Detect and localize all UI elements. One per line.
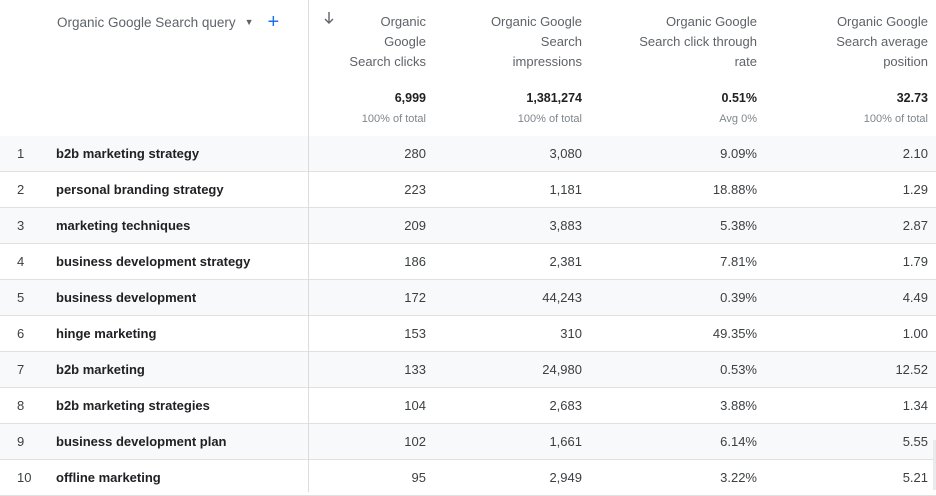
row-index: 4	[17, 254, 25, 269]
table-header: Organic Google Search query ▼ + Organic …	[0, 0, 936, 137]
ctr-cell: 9.09%	[720, 146, 757, 161]
column-divider	[308, 0, 309, 492]
impressions-cell: 2,949	[549, 470, 582, 485]
position-cell: 12.52	[895, 362, 928, 377]
total-ctr: 0.51%	[721, 91, 757, 105]
ctr-cell: 49.35%	[712, 326, 757, 341]
clicks-cell: 102	[404, 434, 426, 449]
ctr-cell: 18.88%	[712, 182, 757, 197]
ctr-cell: 6.14%	[720, 434, 757, 449]
position-cell: 1.00	[902, 326, 928, 341]
clicks-cell: 153	[404, 326, 426, 341]
clicks-cell: 172	[404, 290, 426, 305]
scrollbar[interactable]	[933, 440, 936, 490]
dimension-header[interactable]: Organic Google Search query ▼ +	[57, 11, 280, 33]
query-cell: offline marketing	[56, 470, 161, 485]
ctr-cell: 3.22%	[720, 470, 757, 485]
table-row[interactable]: 4 business development strategy 186 2,381 7.…	[0, 244, 936, 280]
query-cell: b2b marketing strategies	[56, 398, 210, 413]
position-cell: 1.79	[902, 254, 928, 269]
row-index: 1	[17, 146, 25, 161]
query-cell: hinge marketing	[56, 326, 157, 341]
query-cell: b2b marketing	[56, 362, 145, 377]
impressions-cell: 3,883	[549, 218, 582, 233]
column-header-impressions[interactable]: Organic Google Search impressions	[490, 14, 582, 69]
table-row[interactable]: 10 offline marketing 95 2,949 3.22% 5.21	[0, 460, 936, 496]
impressions-cell: 1,181	[549, 182, 582, 197]
total-position: 32.73	[896, 91, 928, 105]
column-header-ctr[interactable]: Organic Google Search click through rate	[639, 14, 757, 69]
total-impressions-note: 100% of total	[517, 113, 582, 125]
table-row[interactable]: 9 business development plan 102 1,661 6.14% 5…	[0, 424, 936, 460]
row-index: 10	[17, 470, 32, 485]
total-ctr-note: Avg 0%	[719, 113, 757, 125]
position-cell: 1.29	[902, 182, 928, 197]
position-cell: 2.87	[902, 218, 928, 233]
query-cell: b2b marketing strategy	[56, 146, 200, 161]
position-cell: 5.55	[902, 434, 928, 449]
row-index: 7	[17, 362, 25, 377]
impressions-cell: 310	[560, 326, 582, 341]
ctr-cell: 0.53%	[720, 362, 757, 377]
position-cell: 4.49	[902, 290, 928, 305]
table-row[interactable]: 1 b2b marketing strategy 280 3,080 9.09% 2.10	[0, 136, 936, 172]
total-impressions: 1,381,274	[526, 91, 582, 105]
dropdown-caret-icon[interactable]: ▼	[244, 17, 254, 27]
row-index: 9	[17, 434, 25, 449]
total-clicks-note: 100% of total	[361, 113, 426, 125]
dimension-label: Organic Google Search query	[57, 14, 236, 30]
ctr-cell: 5.38%	[720, 218, 757, 233]
clicks-cell: 223	[404, 182, 426, 197]
clicks-cell: 104	[404, 398, 426, 413]
column-header-position[interactable]: Organic Google Search average position	[836, 14, 928, 69]
clicks-cell: 209	[404, 218, 426, 233]
table-row[interactable]: 5 business development 172 44,243 0.39% 4.49	[0, 280, 936, 316]
total-clicks: 6,999	[394, 91, 426, 105]
total-position-note: 100% of total	[863, 113, 928, 125]
clicks-cell: 280	[404, 146, 426, 161]
row-index: 8	[17, 398, 25, 413]
table-row[interactable]: 6 hinge marketing 153 310 49.35% 1.00	[0, 316, 936, 352]
clicks-cell: 95	[411, 470, 426, 485]
column-header-clicks[interactable]: Organic Google Search clicks	[349, 14, 426, 69]
query-cell: business development plan	[56, 434, 227, 449]
impressions-cell: 2,381	[549, 254, 582, 269]
position-cell: 5.21	[902, 470, 928, 485]
add-dimension-icon[interactable]: +	[267, 11, 280, 33]
row-index: 6	[17, 326, 25, 341]
row-index: 5	[17, 290, 25, 305]
impressions-cell: 2,683	[549, 398, 582, 413]
query-cell: personal branding strategy	[56, 182, 224, 197]
query-cell: business development	[56, 290, 197, 305]
row-index: 2	[17, 182, 25, 197]
ctr-cell: 3.88%	[720, 398, 757, 413]
impressions-cell: 44,243	[542, 290, 582, 305]
position-cell: 1.34	[902, 398, 928, 413]
ctr-cell: 7.81%	[720, 254, 757, 269]
row-index: 3	[17, 218, 25, 233]
table-row[interactable]: 3 marketing techniques 209 3,883 5.38% 2.87	[0, 208, 936, 244]
clicks-cell: 133	[404, 362, 426, 377]
query-cell: marketing techniques	[56, 218, 191, 233]
impressions-cell: 3,080	[549, 146, 582, 161]
impressions-cell: 24,980	[542, 362, 582, 377]
query-cell: business development strategy	[56, 254, 251, 269]
table-row[interactable]: 2 personal branding strategy 223 1,181 18.88…	[0, 172, 936, 208]
table-row[interactable]: 8 b2b marketing strategies 104 2,683 3.88% 1.…	[0, 388, 936, 424]
table-row[interactable]: 7 b2b marketing 133 24,980 0.53% 12.52	[0, 352, 936, 388]
position-cell: 2.10	[902, 146, 928, 161]
impressions-cell: 1,661	[549, 434, 582, 449]
sort-descending-icon[interactable]	[323, 11, 335, 25]
ctr-cell: 0.39%	[720, 290, 757, 305]
clicks-cell: 186	[404, 254, 426, 269]
